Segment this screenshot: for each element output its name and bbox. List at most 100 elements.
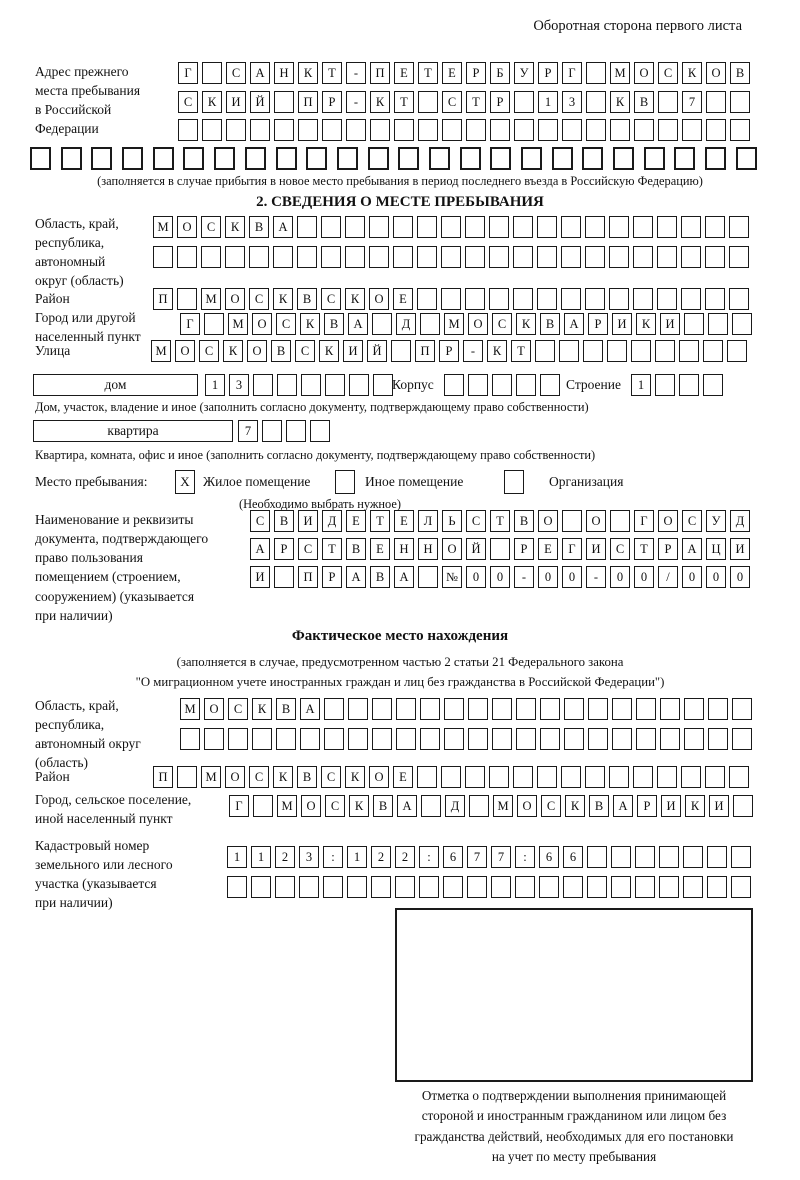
char-cell[interactable] xyxy=(417,216,437,238)
char-cell[interactable] xyxy=(540,698,560,720)
char-cell[interactable]: Ь xyxy=(442,510,462,532)
char-cell[interactable]: С xyxy=(492,313,512,335)
char-cell[interactable]: 0 xyxy=(490,566,510,588)
char-cell[interactable]: В xyxy=(370,566,390,588)
char-cell[interactable] xyxy=(373,374,393,396)
char-cell[interactable]: Р xyxy=(322,566,342,588)
char-cell[interactable] xyxy=(490,147,512,170)
char-cell[interactable]: Н xyxy=(394,538,414,560)
char-cell[interactable] xyxy=(682,119,702,141)
char-cell[interactable] xyxy=(492,728,512,750)
char-cell[interactable] xyxy=(681,288,701,310)
char-cell[interactable] xyxy=(609,766,629,788)
char-cell[interactable]: О xyxy=(468,313,488,335)
char-cell[interactable]: Г xyxy=(634,510,654,532)
char-cell[interactable]: 0 xyxy=(562,566,582,588)
char-cell[interactable]: О xyxy=(634,62,654,84)
char-cell[interactable] xyxy=(705,147,727,170)
char-cell[interactable] xyxy=(729,246,749,268)
char-cell[interactable] xyxy=(277,374,297,396)
char-cell[interactable]: Г xyxy=(229,795,249,817)
char-cell[interactable] xyxy=(705,216,725,238)
char-cell[interactable] xyxy=(178,119,198,141)
char-cell[interactable] xyxy=(348,698,368,720)
char-cell[interactable]: И xyxy=(586,538,606,560)
char-cell[interactable] xyxy=(587,846,607,868)
char-cell[interactable] xyxy=(515,876,535,898)
char-cell[interactable]: И xyxy=(250,566,270,588)
char-cell[interactable] xyxy=(262,420,282,442)
char-cell[interactable]: О xyxy=(225,766,245,788)
char-cell[interactable]: : xyxy=(419,846,439,868)
char-cell[interactable] xyxy=(681,766,701,788)
char-cell[interactable]: О xyxy=(538,510,558,532)
char-cell[interactable] xyxy=(588,698,608,720)
char-cell[interactable]: № xyxy=(442,566,462,588)
char-cell[interactable] xyxy=(345,216,365,238)
char-cell[interactable] xyxy=(706,119,726,141)
char-cell[interactable]: А xyxy=(682,538,702,560)
char-cell[interactable] xyxy=(705,246,725,268)
char-cell[interactable]: А xyxy=(250,62,270,84)
char-cell[interactable] xyxy=(537,766,557,788)
char-cell[interactable] xyxy=(395,876,415,898)
char-cell[interactable]: С xyxy=(682,510,702,532)
char-cell[interactable]: С xyxy=(658,62,678,84)
char-cell[interactable]: С xyxy=(199,340,219,362)
char-cell[interactable] xyxy=(633,288,653,310)
char-cell[interactable] xyxy=(703,374,723,396)
char-cell[interactable] xyxy=(657,288,677,310)
char-cell[interactable] xyxy=(393,216,413,238)
char-cell[interactable] xyxy=(465,216,485,238)
char-cell[interactable] xyxy=(729,288,749,310)
char-cell[interactable]: К xyxy=(682,62,702,84)
char-cell[interactable] xyxy=(633,766,653,788)
char-cell[interactable] xyxy=(681,246,701,268)
char-cell[interactable] xyxy=(398,147,420,170)
char-cell[interactable] xyxy=(674,147,696,170)
char-cell[interactable] xyxy=(418,566,438,588)
char-cell[interactable]: 0 xyxy=(706,566,726,588)
char-cell[interactable]: О xyxy=(301,795,321,817)
char-cell[interactable]: В xyxy=(274,510,294,532)
char-cell[interactable] xyxy=(657,766,677,788)
char-cell[interactable] xyxy=(228,728,248,750)
char-cell[interactable]: В xyxy=(271,340,291,362)
char-cell[interactable] xyxy=(679,340,699,362)
char-cell[interactable] xyxy=(731,876,751,898)
char-cell[interactable] xyxy=(177,288,197,310)
char-cell[interactable] xyxy=(561,216,581,238)
char-cell[interactable] xyxy=(562,119,582,141)
char-cell[interactable] xyxy=(393,246,413,268)
char-cell[interactable] xyxy=(442,119,462,141)
char-cell[interactable] xyxy=(583,340,603,362)
char-cell[interactable]: 0 xyxy=(538,566,558,588)
char-cell[interactable]: В xyxy=(276,698,296,720)
char-cell[interactable] xyxy=(635,876,655,898)
char-cell[interactable]: К xyxy=(252,698,272,720)
char-cell[interactable] xyxy=(391,340,411,362)
char-cell[interactable]: 1 xyxy=(538,91,558,113)
char-cell[interactable]: Т xyxy=(418,62,438,84)
char-cell[interactable]: 7 xyxy=(238,420,258,442)
char-cell[interactable]: П xyxy=(298,566,318,588)
char-cell[interactable]: Е xyxy=(394,62,414,84)
char-cell[interactable]: М xyxy=(228,313,248,335)
char-cell[interactable] xyxy=(251,876,271,898)
char-cell[interactable] xyxy=(492,374,512,396)
char-cell[interactable]: 0 xyxy=(682,566,702,588)
char-cell[interactable]: Р xyxy=(637,795,657,817)
char-cell[interactable] xyxy=(643,147,665,170)
char-cell[interactable]: О xyxy=(175,340,195,362)
char-cell[interactable] xyxy=(459,147,481,170)
char-cell[interactable]: С xyxy=(276,313,296,335)
char-cell[interactable]: : xyxy=(323,846,343,868)
char-cell[interactable]: Н xyxy=(274,62,294,84)
char-cell[interactable]: К xyxy=(319,340,339,362)
char-cell[interactable] xyxy=(324,698,344,720)
char-cell[interactable] xyxy=(607,340,627,362)
char-cell[interactable]: Р xyxy=(322,91,342,113)
char-cell[interactable] xyxy=(489,216,509,238)
char-cell[interactable] xyxy=(684,313,704,335)
char-cell[interactable] xyxy=(611,846,631,868)
